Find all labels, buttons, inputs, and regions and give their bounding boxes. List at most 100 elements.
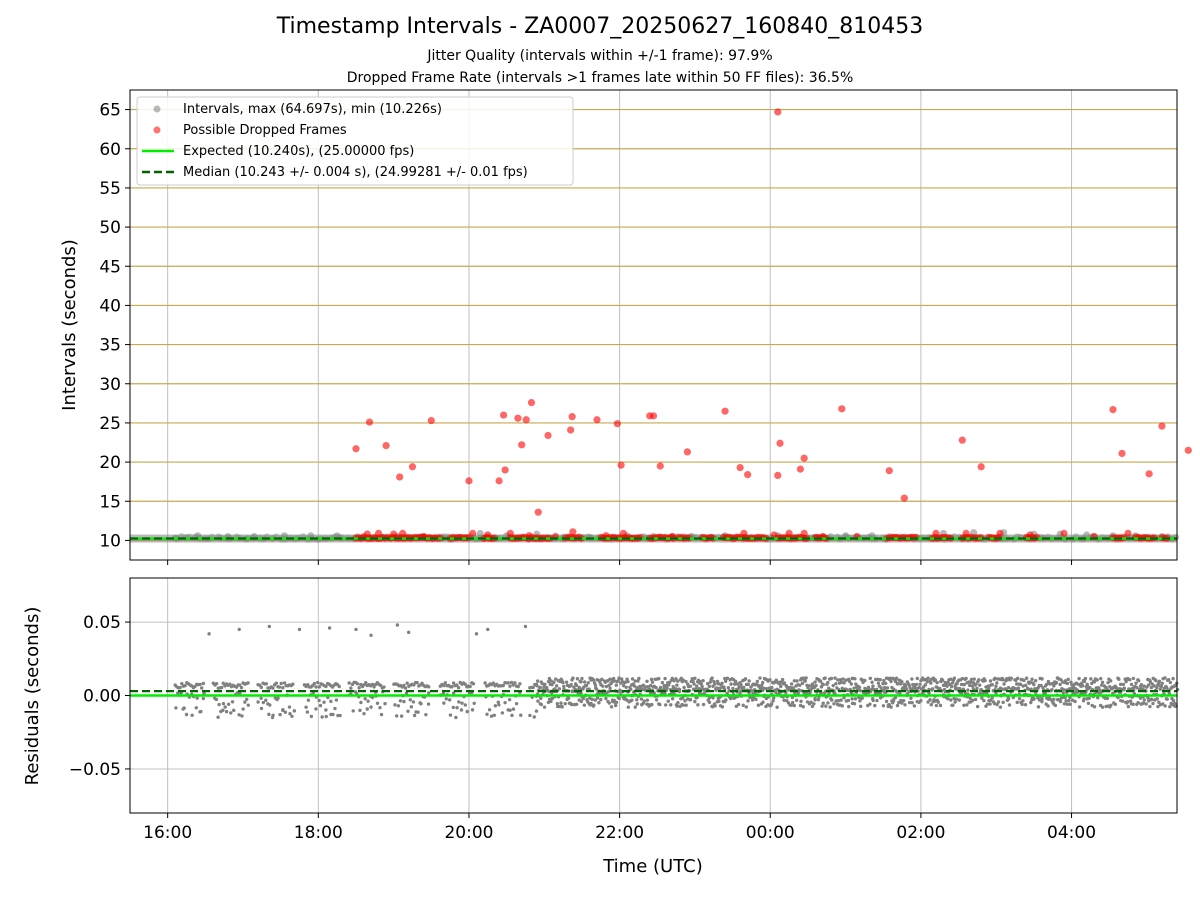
residual-point — [633, 705, 637, 709]
residual-point — [889, 705, 893, 709]
residual-point — [1021, 699, 1025, 703]
residual-point — [1115, 687, 1119, 691]
residual-point — [720, 681, 724, 686]
residual-point — [182, 706, 186, 710]
residual-point — [1092, 705, 1097, 709]
residual-point — [819, 685, 824, 689]
residual-point — [542, 705, 547, 709]
residual-point — [1121, 699, 1125, 703]
residual-point — [1157, 679, 1162, 683]
residual-point — [792, 703, 796, 708]
residual-point — [243, 700, 247, 704]
residual-point — [791, 686, 796, 690]
residual-point — [742, 685, 746, 690]
residual-point — [949, 684, 954, 689]
residual-point — [569, 702, 574, 707]
residuals-x-ticks: 16:00 18:00 20:00 22:00 00:00 02:00 04:00 — [143, 813, 1096, 843]
residual-point — [1087, 696, 1091, 700]
residual-point — [750, 689, 754, 693]
residual-point — [895, 703, 900, 708]
residual-point — [560, 705, 564, 709]
residual-point — [716, 682, 721, 686]
residual-point — [201, 681, 206, 686]
residual-point — [966, 688, 970, 692]
residual-point — [1067, 698, 1071, 703]
residual-point — [995, 702, 999, 707]
residual-point — [755, 679, 759, 684]
residual-point — [550, 696, 555, 701]
legend-intervals-marker — [153, 105, 161, 113]
residual-point — [875, 677, 880, 682]
residual-point — [910, 700, 914, 705]
dropped-frame-point — [744, 471, 752, 479]
residual-outlier-point — [406, 630, 411, 635]
residual-point — [695, 695, 699, 700]
dropped-frame-point — [649, 412, 658, 420]
residual-point — [528, 713, 532, 718]
residual-point — [903, 703, 907, 707]
residual-point — [564, 680, 569, 684]
residual-point — [493, 704, 498, 708]
intervals-y-tick-label: 30 — [99, 375, 121, 395]
residual-point — [1058, 699, 1063, 704]
residual-point — [1015, 676, 1020, 681]
dropped-frame-point — [1109, 406, 1117, 414]
residual-point — [219, 685, 224, 690]
residual-point — [511, 707, 516, 711]
residual-point — [282, 681, 287, 685]
residual-point — [1122, 686, 1126, 690]
residual-point — [741, 703, 745, 707]
residual-point — [1088, 685, 1092, 690]
residual-point — [1086, 701, 1091, 705]
residuals-reference-lines — [130, 689, 1177, 697]
residual-point — [888, 676, 892, 681]
residual-point — [516, 684, 520, 689]
residual-point — [723, 679, 728, 683]
residual-point — [635, 698, 639, 702]
residual-point — [876, 681, 881, 685]
residual-point — [1063, 679, 1068, 683]
residual-point — [240, 714, 244, 718]
residual-point — [663, 703, 668, 707]
residual-point — [998, 686, 1003, 690]
residual-point — [857, 685, 862, 690]
residual-point — [1149, 697, 1154, 702]
residual-point — [276, 696, 280, 700]
residual-point — [1092, 680, 1097, 684]
dropped-frame-point — [593, 416, 601, 424]
residual-point — [1168, 680, 1173, 685]
dropped-frame-point — [721, 407, 729, 415]
residual-point — [713, 704, 717, 708]
residual-point — [1109, 679, 1113, 683]
residual-point — [497, 703, 501, 707]
residual-point — [221, 701, 226, 706]
residual-point — [1100, 680, 1105, 685]
residual-point — [681, 678, 685, 682]
residual-point — [768, 678, 772, 682]
residual-outlier-point — [297, 627, 302, 632]
residual-point — [217, 702, 221, 707]
residual-point — [743, 677, 748, 681]
residual-point — [604, 684, 609, 689]
residual-point — [878, 677, 882, 682]
residual-point — [427, 691, 431, 695]
residual-point — [735, 682, 740, 686]
residual-point — [237, 713, 241, 717]
residual-point — [547, 676, 552, 681]
residual-point — [580, 676, 584, 681]
residual-point — [620, 677, 624, 681]
intervals-y-tick-label: 35 — [99, 336, 121, 356]
residual-point — [826, 701, 830, 705]
residual-point — [562, 684, 566, 689]
residual-point — [821, 701, 825, 705]
residual-point — [416, 710, 420, 714]
residual-point — [968, 680, 973, 684]
residual-point — [803, 679, 807, 683]
residual-point — [990, 683, 995, 687]
residual-point — [1166, 677, 1171, 682]
residual-point — [324, 684, 328, 689]
residual-point — [1159, 684, 1164, 689]
residual-point — [812, 702, 816, 706]
residual-point — [281, 686, 285, 690]
residual-point — [415, 680, 419, 685]
